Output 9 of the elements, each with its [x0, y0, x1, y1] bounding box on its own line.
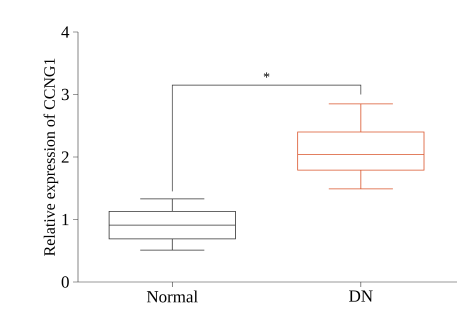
y-tick-label: 0: [62, 276, 69, 288]
y-tick-label: 4: [61, 26, 70, 38]
x-tick-label: Normal: [146, 290, 198, 302]
x-tick-label: DN: [349, 290, 373, 302]
y-tick-label: 3: [62, 88, 69, 100]
annotation: *: [264, 72, 270, 78]
y-axis-title: Relative expression of CCNG1: [44, 58, 58, 256]
y-tick-label: 2: [62, 151, 69, 163]
y-tick-label: 1: [62, 214, 68, 226]
